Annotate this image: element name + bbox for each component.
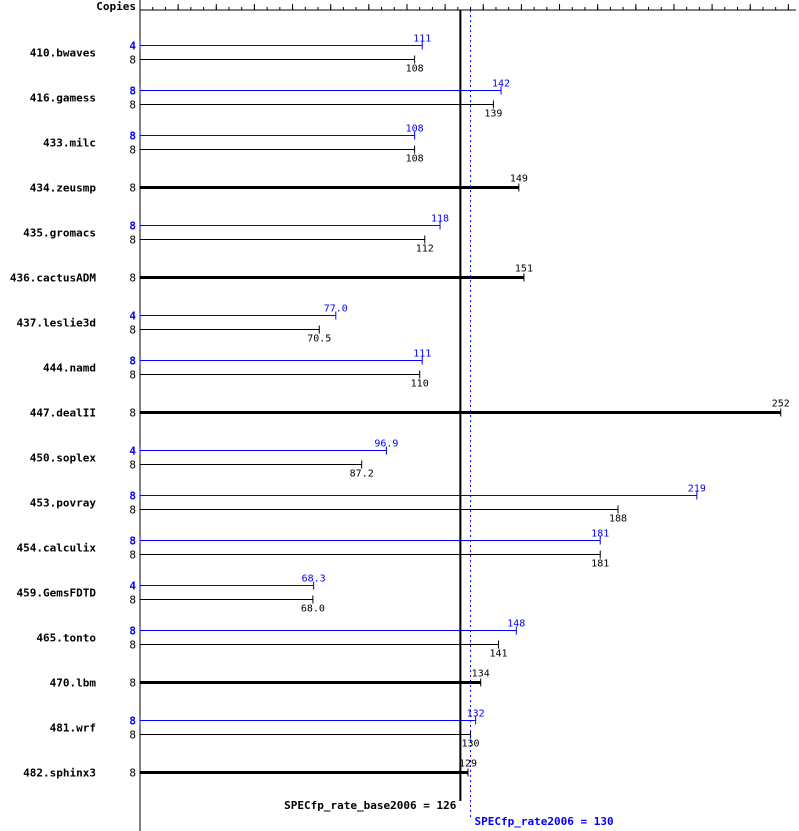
x-tick-label: 240: [741, 0, 759, 2]
copies-value-base: 8: [129, 144, 136, 157]
x-tick-label: 0: [140, 0, 146, 2]
result-value-peak: 96.9: [374, 439, 398, 450]
result-value-peak: 148: [507, 619, 525, 630]
reference-label-base: SPECfp_rate_base2006 = 126: [284, 799, 457, 812]
benchmark-label: 447.dealII: [30, 407, 96, 420]
result-value-base: 70.5: [307, 334, 331, 345]
benchmark-label: 470.lbm: [50, 677, 97, 690]
result-value-base: 139: [484, 109, 502, 120]
x-tick-label: 150: [512, 0, 530, 2]
copies-value-peak: 8: [129, 220, 136, 233]
result-value-peak: 118: [431, 214, 449, 225]
result-value-peak: 181: [591, 529, 609, 540]
copies-value: 8: [129, 272, 136, 285]
result-value-peak: 111: [413, 34, 431, 45]
copies-value-peak: 8: [129, 535, 136, 548]
copies-value-base: 8: [129, 459, 136, 472]
copies-value: 8: [129, 407, 136, 420]
benchmark-label: 435.gromacs: [23, 227, 96, 240]
benchmark-label: 454.calculix: [17, 542, 97, 555]
copies-value-peak: 4: [129, 40, 136, 53]
benchmark-label: 450.soplex: [30, 452, 97, 465]
benchmark-label: 436.cactusADM: [10, 272, 96, 285]
reference-label-peak: SPECfp_rate2006 = 130: [475, 815, 614, 828]
x-tick-label: 165: [551, 0, 569, 2]
result-value-peak: 108: [406, 124, 424, 135]
copies-value-peak: 4: [129, 580, 136, 593]
x-tick-label: 105: [398, 0, 416, 2]
copies-value-base: 8: [129, 504, 136, 517]
benchmark-label: 416.gamess: [30, 92, 96, 105]
result-value-peak: 111: [413, 349, 431, 360]
result-value-peak: 219: [688, 484, 706, 495]
x-tick-label: 45.0: [242, 0, 266, 2]
result-value-base: 68.0: [301, 604, 325, 615]
x-tick-label: 195: [627, 0, 645, 2]
result-value-label: 129: [459, 759, 477, 770]
copies-value-peak: 4: [129, 445, 136, 458]
x-tick-label: 120: [436, 0, 454, 2]
result-value-base: 141: [489, 649, 507, 660]
x-tick-label: 90.0: [357, 0, 381, 2]
copies-value-base: 8: [129, 549, 136, 562]
copies-value: 8: [129, 677, 136, 690]
copies-value-peak: 8: [129, 85, 136, 98]
x-tick-label: 135: [474, 0, 492, 2]
x-tick-label: 75.0: [319, 0, 343, 2]
x-tick-label: 180: [589, 0, 607, 2]
benchmark-label: 434.zeusmp: [30, 182, 97, 195]
result-value-base: 110: [411, 379, 429, 390]
result-value-label: 151: [515, 264, 533, 275]
copies-value-peak: 8: [129, 715, 136, 728]
benchmark-label: 465.tonto: [36, 632, 96, 645]
x-tick-label: 60.0: [281, 0, 305, 2]
benchmark-label: 453.povray: [30, 497, 97, 510]
benchmark-label: 482.sphinx3: [23, 767, 96, 780]
benchmark-label: 444.namd: [43, 362, 96, 375]
copies-value: 8: [129, 767, 136, 780]
result-value-base: 108: [406, 64, 424, 75]
copies-value: 8: [129, 182, 136, 195]
copies-value-base: 8: [129, 54, 136, 67]
result-value-peak: 77.0: [324, 304, 348, 315]
result-value-peak: 142: [492, 79, 510, 90]
x-tick-label: 15.0: [166, 0, 190, 2]
copies-value-peak: 8: [129, 130, 136, 143]
x-tick-label: 210: [665, 0, 683, 2]
x-tick-label: 225: [703, 0, 721, 2]
copies-value-base: 8: [129, 639, 136, 652]
spec-rate-chart: 0 15.0 30.0 45.0 60.0 75.0 90.0 105 120 135 150 165…: [0, 0, 799, 831]
copies-value-peak: 8: [129, 490, 136, 503]
x-tick-label: 30.0: [204, 0, 228, 2]
result-value-label: 252: [772, 399, 790, 410]
result-value-base: 87.2: [350, 469, 374, 480]
copies-value-base: 8: [129, 594, 136, 607]
result-value-peak: 68.3: [302, 574, 326, 585]
copies-value-peak: 4: [129, 310, 136, 323]
result-value-base: 188: [609, 514, 627, 525]
benchmark-label: 433.milc: [43, 137, 96, 150]
copies-value-peak: 8: [129, 355, 136, 368]
copies-value-base: 8: [129, 234, 136, 247]
x-tick-label: 255: [779, 0, 797, 2]
result-value-label: 134: [472, 669, 490, 680]
copies-value-peak: 8: [129, 625, 136, 638]
result-value-base: 181: [591, 559, 609, 570]
benchmark-label: 410.bwaves: [30, 47, 96, 60]
result-value-peak: 132: [467, 709, 485, 720]
result-value-base: 108: [406, 154, 424, 165]
benchmark-label: 459.GemsFDTD: [17, 587, 97, 600]
result-value-label: 149: [510, 174, 528, 185]
copies-value-base: 8: [129, 729, 136, 742]
result-value-base: 112: [416, 244, 434, 255]
benchmark-label: 481.wrf: [50, 722, 96, 735]
benchmark-label: 437.leslie3d: [17, 317, 96, 330]
copies-value-base: 8: [129, 369, 136, 382]
copies-value-base: 8: [129, 99, 136, 112]
copies-header: Copies: [96, 0, 136, 13]
copies-value-base: 8: [129, 324, 136, 337]
